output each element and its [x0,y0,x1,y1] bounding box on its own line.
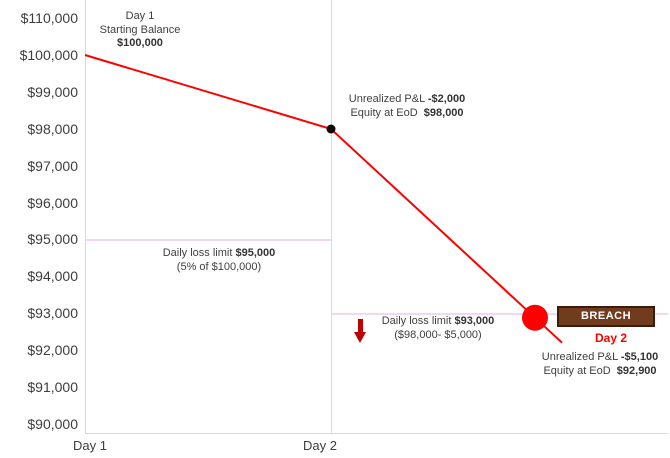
y-axis-tick-label: $98,000 [27,120,78,137]
breach-marker-dot [522,304,548,331]
y-axis-tick-label: $90,000 [27,415,78,432]
annotation-day1-eod: Unrealized P&L -$2,000 Equity at EoD $98… [348,93,466,119]
annotation-line: Starting Balance [99,23,181,36]
x-axis-label-day1: Day 1 [73,438,107,453]
x-axis-label-day2: Day 2 [303,438,337,453]
y-axis-tick-label: $96,000 [27,194,78,211]
day2-breach-label: Day 2 [594,331,628,345]
annotation-value: $100,000 [117,37,163,49]
annotation-day1-start: Day 1 Starting Balance $100,000 [75,10,205,51]
y-axis-tick-label: $93,000 [27,305,78,322]
annotation-line: Day 1 [125,10,155,22]
y-axis: $110,000 $100,000 $99,000 $98,000 $97,000 $96… [0,0,78,458]
breach-badge: BREACH [557,306,655,327]
y-axis-tick-label: $95,000 [27,231,78,248]
day-divider-gridline [331,0,332,433]
limit-line-95000 [86,239,331,241]
y-axis-line [85,0,86,433]
annotation-limit-95000: Daily loss limit $95,000 (5% of $100,000… [162,247,276,273]
y-axis-tick-label: $99,000 [27,83,78,100]
y-axis-tick-label: $100,000 [19,46,78,63]
y-axis-tick-label: $110,000 [20,10,78,26]
y-axis-tick-label: $94,000 [27,268,78,285]
red-down-arrow-icon [354,319,367,345]
y-axis-tick-label: $97,000 [27,157,78,174]
y-axis-tick-label: $92,000 [27,342,78,359]
annotation-day2-eod: Unrealized P&L -$5,100 Equity at EoD $92… [541,351,659,377]
x-axis-line [85,433,668,434]
y-axis-tick-label: $91,000 [27,379,78,395]
annotation-limit-93000: Daily loss limit $93,000 ($98,000- $5,00… [381,315,495,341]
